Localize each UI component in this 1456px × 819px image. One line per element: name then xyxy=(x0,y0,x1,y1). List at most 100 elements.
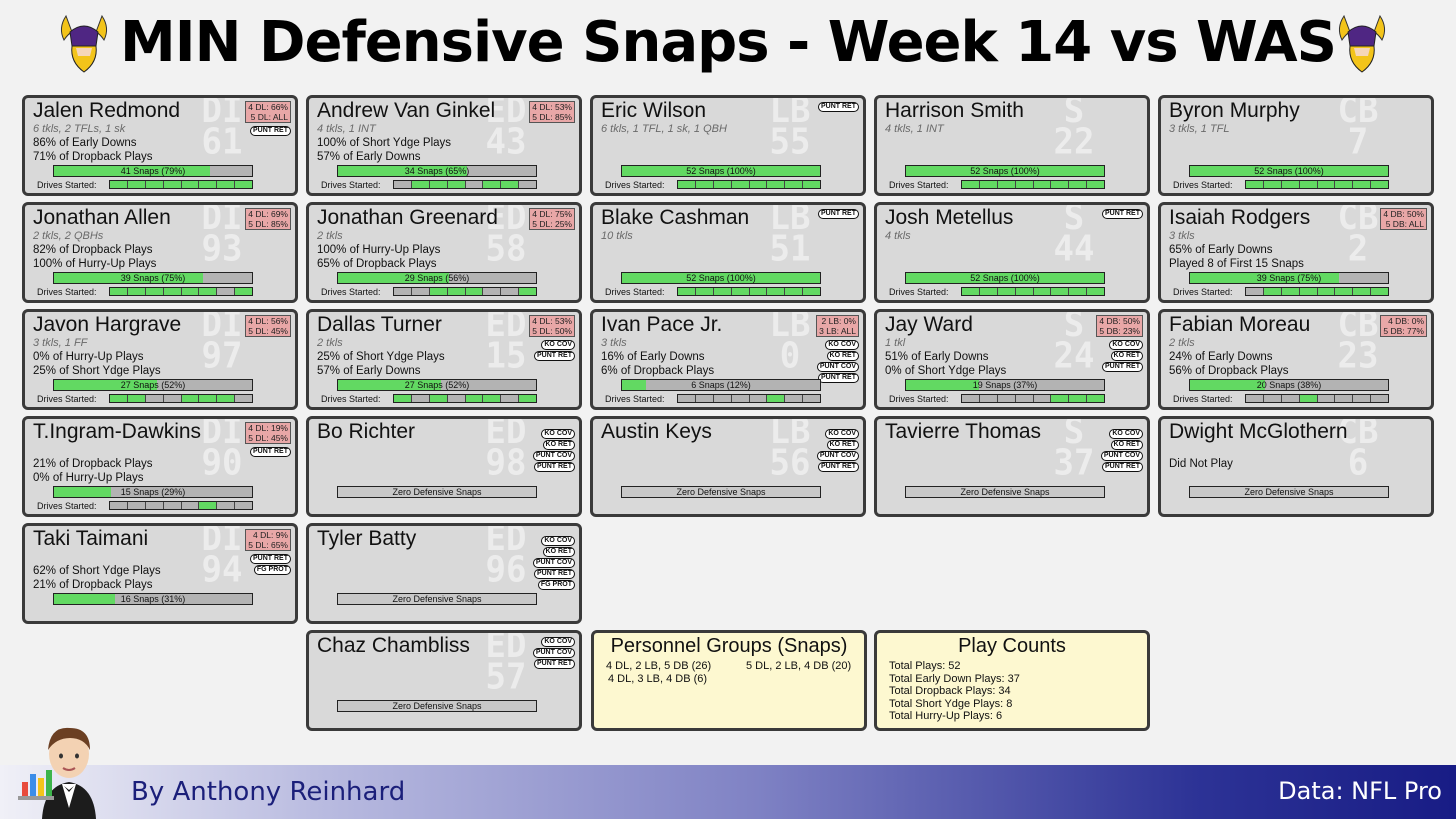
drives-started-bar xyxy=(109,287,253,296)
drive-segment xyxy=(803,288,820,295)
snap-count-label: 52 Snaps (100%) xyxy=(970,166,1040,176)
position-watermark: LB 55 xyxy=(755,98,825,163)
drive-segment xyxy=(429,181,448,188)
player-name: Ivan Pace Jr. xyxy=(601,313,723,336)
drive-segment xyxy=(1016,395,1034,402)
drive-segment xyxy=(217,181,236,188)
snap-count-label: 52 Snaps (100%) xyxy=(686,166,756,176)
position-watermark: ED 15 xyxy=(471,312,541,377)
player-card: LB 56 Austin Keys KO COV KO RET PUNT COV PUNT … xyxy=(590,416,866,517)
alignment-badge: 4 DL: 9% 5 DL: 65% xyxy=(245,529,291,551)
usage-note: 51% of Early Downs xyxy=(885,351,989,363)
drive-segment xyxy=(429,288,448,295)
special-teams-tag: PUNT RET xyxy=(534,351,575,361)
player-card: ED 58 Jonathan Greenard 2 tkls 100% of Hurry… xyxy=(306,202,582,303)
position-watermark: S 22 xyxy=(1039,98,1109,160)
alignment-line: 4 DL: 75% xyxy=(532,209,572,219)
special-teams-tag: PUNT COV xyxy=(532,451,575,461)
snap-share-bar: 52 Snaps (100%) xyxy=(905,165,1105,177)
drive-segment xyxy=(980,395,998,402)
player-card: DI 61 Jalen Redmond 6 tkls, 2 TFLs, 1 sk 86%… xyxy=(22,95,298,196)
player-name: Jalen Redmond xyxy=(33,99,181,122)
player-card: ED 96 Tyler Batty KO COV KO RET PUNT COV PUNT … xyxy=(306,523,582,624)
drive-segment xyxy=(1051,288,1070,295)
byline: By Anthony Reinhard xyxy=(131,777,406,807)
special-teams-tag: FG PROT xyxy=(537,580,575,590)
drive-segment xyxy=(785,181,804,188)
alignment-line: 4 DL: 9% xyxy=(253,530,288,540)
usage-note: 24% of Early Downs xyxy=(1169,351,1273,363)
drives-started-bar xyxy=(1245,180,1389,189)
jersey-number: 7 xyxy=(1347,120,1369,163)
drives-started-label: Drives Started: xyxy=(37,287,97,297)
drive-segment xyxy=(199,181,218,188)
drives-started-label: Drives Started: xyxy=(1173,180,1233,190)
drive-segment xyxy=(1033,181,1052,188)
special-teams-tag: PUNT RET xyxy=(818,462,859,472)
drive-segment xyxy=(110,288,128,295)
drive-segment xyxy=(979,288,998,295)
drive-segment xyxy=(767,288,786,295)
drive-segment xyxy=(146,502,164,509)
player-card: CB 23 Fabian Moreau 2 tkls 24% of Early Down… xyxy=(1158,309,1434,410)
drive-segment xyxy=(235,288,252,295)
zero-snaps-bar: Zero Defensive Snaps xyxy=(337,593,537,605)
special-teams-tags: KO COV KO RET PUNT COV PUNT RET xyxy=(816,340,859,383)
jersey-number: 55 xyxy=(769,120,811,163)
usage-note: 57% of Early Downs xyxy=(317,365,421,377)
snap-share-fill xyxy=(338,166,467,176)
alignment-line: 4 DB: 50% xyxy=(1099,316,1140,326)
drive-segment xyxy=(110,395,128,402)
drive-segment xyxy=(146,395,164,402)
position-watermark: LB 51 xyxy=(755,205,825,267)
jersey-number: 0 xyxy=(779,334,801,377)
player-name: Jonathan Greenard xyxy=(317,206,498,229)
drive-segment xyxy=(182,502,200,509)
position-code: LB xyxy=(769,416,811,453)
snap-share-bar: 34 Snaps (65%) xyxy=(337,165,537,177)
stat-line: 2 tkls xyxy=(317,230,343,242)
drives-started-bar xyxy=(961,394,1105,403)
special-teams-tags: PUNT RET xyxy=(818,102,859,112)
jersey-number: 15 xyxy=(485,334,527,377)
alignment-line: 5 DL: 50% xyxy=(532,326,572,336)
drive-segment xyxy=(997,288,1016,295)
special-teams-tag: PUNT RET xyxy=(818,373,859,383)
snap-share-fill xyxy=(622,380,646,390)
drive-segment xyxy=(1335,288,1354,295)
drive-segment xyxy=(1353,181,1372,188)
snap-share-fill xyxy=(54,380,157,390)
special-teams-tags: PUNT RET xyxy=(818,209,859,219)
drive-segment xyxy=(732,395,750,402)
position-code: CB xyxy=(1337,416,1379,453)
drive-segment xyxy=(1299,395,1318,402)
jersey-number: 56 xyxy=(769,441,811,484)
drives-started-bar xyxy=(961,287,1105,296)
drive-segment xyxy=(483,288,502,295)
drive-segment xyxy=(750,395,768,402)
special-teams-tag: PUNT RET xyxy=(534,569,575,579)
drive-segment xyxy=(1282,395,1300,402)
usage-note: Did Not Play xyxy=(1169,458,1233,470)
drive-segment xyxy=(962,395,980,402)
jersey-number: 6 xyxy=(1347,441,1369,484)
player-name: Chaz Chambliss xyxy=(317,634,470,657)
jersey-number: 2 xyxy=(1347,227,1369,270)
drive-segment xyxy=(979,181,998,188)
drive-segment xyxy=(1246,181,1264,188)
drive-segment xyxy=(1069,288,1088,295)
usage-note: 86% of Early Downs xyxy=(33,137,137,149)
player-name: Dwight McGlothern xyxy=(1169,420,1348,443)
drive-segment xyxy=(448,395,466,402)
snap-share-bar: 27 Snaps (52%) xyxy=(53,379,253,391)
jersey-number: 44 xyxy=(1053,227,1095,270)
usage-note: 71% of Dropback Plays xyxy=(33,151,153,163)
snap-share-fill xyxy=(622,166,820,176)
player-name: Blake Cashman xyxy=(601,206,750,229)
player-card: DI 90 T.Ingram-Dawkins 21% of Dropback Play… xyxy=(22,416,298,517)
drive-segment xyxy=(1263,288,1282,295)
drive-segment xyxy=(199,395,218,402)
drive-segment xyxy=(1246,288,1264,295)
stat-line: 4 tkls xyxy=(885,230,911,242)
usage-note: 100% of Short Ydge Plays xyxy=(317,137,452,149)
